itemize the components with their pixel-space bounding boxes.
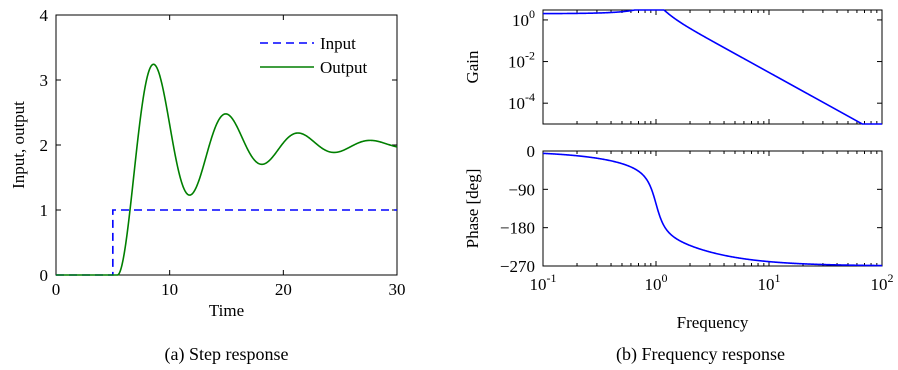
phase-y-tick-label: −90 <box>508 180 535 199</box>
step-x-tick-label: 0 <box>52 280 61 299</box>
gain-y-tick-label: 10-4 <box>508 90 535 113</box>
gain-axes-frame <box>542 9 883 125</box>
phase-axes-frame <box>542 150 883 267</box>
step-y-tick-label: 0 <box>40 266 49 285</box>
phase-y-tick-label: −180 <box>500 219 535 238</box>
phase-x-tick-label: 10-1 <box>530 271 557 294</box>
legend-output-label: Output <box>320 58 368 77</box>
step-y-axis-label: Input, output <box>9 101 28 189</box>
phase-x-tick-label: 100 <box>645 271 668 294</box>
phase-x-axis-label: Frequency <box>677 313 749 332</box>
step-x-tick-label: 30 <box>389 280 406 299</box>
gain-curve <box>543 9 882 125</box>
caption-frequency-response: (b) Frequency response <box>616 344 785 365</box>
phase-y-tick-label: 0 <box>527 142 536 161</box>
step-x-tick-label: 10 <box>161 280 178 299</box>
step-y-tick-label: 1 <box>40 201 49 220</box>
legend-input-label: Input <box>320 34 356 53</box>
phase-y-axis-label: Phase [deg] <box>463 169 482 249</box>
phase-y-tick-label: −270 <box>500 257 535 276</box>
step-axes-frame <box>55 14 398 276</box>
step-y-tick-label: 2 <box>40 136 49 155</box>
phase-x-tick-label: 102 <box>871 271 894 294</box>
gain-y-tick-label: 100 <box>512 7 535 30</box>
step-x-axis-label: Time <box>209 301 244 320</box>
gain-y-tick-label: 10-2 <box>508 49 535 72</box>
phase-curve <box>542 152 882 267</box>
phase-x-tick-label: 101 <box>758 271 781 294</box>
caption-step-response: (a) Step response <box>165 344 289 365</box>
series-input-line <box>56 209 397 276</box>
gain-y-axis-label: Gain <box>463 50 482 84</box>
step-y-tick-label: 3 <box>40 71 49 90</box>
step-x-tick-label: 20 <box>275 280 292 299</box>
step-y-tick-label: 4 <box>40 6 49 25</box>
series-output-line <box>56 63 398 276</box>
